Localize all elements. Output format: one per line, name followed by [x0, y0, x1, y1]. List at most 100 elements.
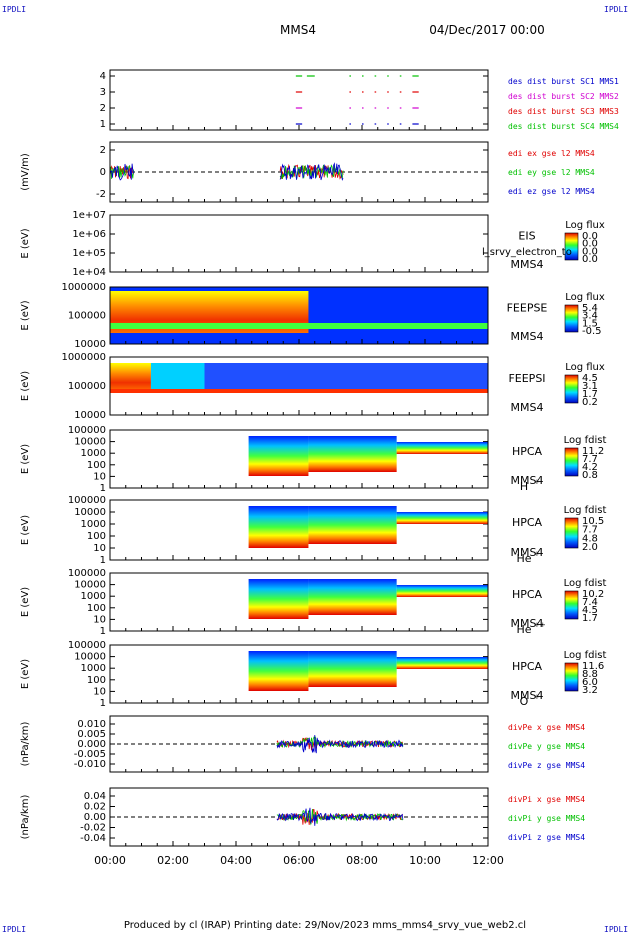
eis-colorbar-tick: 0.0: [582, 231, 598, 242]
divpi-ytick-label: 0.04: [84, 791, 106, 802]
hpca_he2-colorbar: [564, 590, 579, 620]
hpca_h-colorbar-tick: 4.2: [582, 462, 598, 473]
hpca_he-charge: +: [534, 550, 540, 558]
edi-ylabel: (mV/m): [20, 153, 31, 191]
hpca_he2-colorbar-tick: 7.4: [582, 597, 598, 608]
hpca_h-region-3: [396, 442, 488, 454]
hpca_h-ytick-label: 1: [100, 483, 106, 494]
divpi-ylabel: (nPa/km): [20, 795, 31, 840]
edi-ytick-label: 2: [100, 145, 106, 156]
feepsi-ytick-label: 1000000: [61, 352, 106, 363]
burst-legend-entry: des dist burst SC4 MMS4: [508, 122, 619, 131]
burst-legend-entry: des dist burst SC2 MMS2: [508, 92, 619, 101]
hpca_he2-ytick-label: 100000: [68, 568, 106, 579]
eis-colorbar-tick: 0.0: [582, 254, 598, 265]
spacecraft-title: MMS4: [280, 23, 316, 37]
hpca_o-ylabel: E (eV): [20, 659, 31, 689]
divpe-ytick-label: 0.005: [77, 729, 106, 740]
hpca_he-region-2: [308, 506, 397, 544]
eis-ylabel: E (eV): [20, 228, 31, 258]
feepse-ytick-label: 10000: [74, 339, 106, 350]
hpca_he2-colorbar-tick: 10.2: [582, 589, 604, 600]
hpca_o-colorbar: [564, 662, 579, 692]
corner-label-top-right: IPDLI: [604, 5, 628, 14]
divpi-ytick-label: -0.04: [80, 833, 106, 844]
feepse-ytick-label: 1000000: [61, 282, 106, 293]
eis-colorbar: [564, 232, 579, 261]
feepse-colorbar-tick: 3.4: [582, 311, 598, 322]
hpca_he-ytick-label: 10000: [74, 507, 106, 518]
edi-trace: [109, 164, 134, 179]
feepsi-hot: [110, 363, 151, 391]
hpca_he-spacecraft: MMS4: [511, 546, 544, 559]
hpca_he-region-3: [396, 512, 488, 524]
hpca_h-ytick-label: 100000: [68, 425, 106, 436]
time-tick-label: 12:00: [472, 854, 504, 867]
divpi-ytick-label: 0.02: [84, 802, 106, 813]
corner-label-bottom-left: IPDLI: [2, 925, 26, 934]
eis-ytick-label: 1e+05: [72, 248, 106, 259]
eis-colorbar-title: Log flux: [565, 220, 605, 231]
divpe-trace: [276, 734, 404, 754]
divpe-legend-entry: divPe y gse MMS4: [508, 742, 585, 751]
hpca_h-species: H: [520, 480, 528, 493]
feepsi-colorbar-tick: 3.1: [582, 381, 598, 392]
edi-trace: [279, 162, 344, 181]
hpca_he2-ytick-label: 1000: [81, 591, 106, 602]
time-tick-label: 06:00: [283, 854, 315, 867]
burst-frame: [109, 69, 489, 131]
corner-label-top-left: IPDLI: [2, 5, 26, 14]
panel-feepsi: E (eV) 1000000 100000 10000 Log flux4.53.11.…: [20, 352, 605, 421]
eis-frame: [109, 214, 489, 273]
feepse-colorbar-title: Log flux: [565, 292, 605, 303]
feepsi-colorbar: [564, 374, 579, 404]
divpi-legend-entry: divPi z gse MMS4: [508, 833, 585, 842]
hpca_o-ytick-label: 100: [87, 675, 106, 686]
divpe-ytick-label: 0.010: [77, 719, 106, 730]
hpca_o-colorbar-title: Log fdist: [564, 650, 607, 661]
feepse-ylabel: E (eV): [20, 300, 31, 330]
edi-trace: [109, 163, 134, 181]
hpca_he-colorbar-tick: 7.7: [582, 525, 598, 536]
time-tick-label: 08:00: [346, 854, 378, 867]
feepsi-colorbar-tick: 4.5: [582, 373, 598, 384]
feepsi-band: [110, 389, 488, 393]
eis-spacecraft: MMS4: [511, 258, 544, 271]
feepse-colorbar-tick: -0.5: [582, 326, 602, 337]
divpe-legend-entry: divPe z gse MMS4: [508, 761, 585, 770]
hpca_he2-charge: ++: [534, 621, 546, 629]
feepsi-colorbar-tick: 1.7: [582, 389, 598, 400]
eis-colorbar-tick: 0.0: [582, 246, 598, 257]
hpca_he2-ytick-label: 100: [87, 603, 106, 614]
hpca_o-colorbar-tick: 11.6: [582, 661, 604, 672]
hpca_o-spacecraft: MMS4: [511, 689, 544, 702]
feepsi-mid: [150, 363, 205, 391]
hpca_h-colorbar: [564, 447, 579, 477]
divpe-ylabel: (nPa/km): [20, 722, 31, 767]
eis-ytick-label: 1e+06: [72, 229, 106, 240]
hpca_o-colorbar-tick: 8.8: [582, 669, 598, 680]
hpca_o-ytick-label: 10: [93, 686, 106, 697]
time-tick-label: 00:00: [94, 854, 126, 867]
time-tick-label: 02:00: [157, 854, 189, 867]
hpca_o-ytick-label: 1: [100, 698, 106, 709]
panel-feepse: E (eV) 1000000 100000 10000 Log flux5.43.41.…: [20, 282, 605, 350]
edi-legend-entry: edi ex gse l2 MMS4: [508, 149, 595, 158]
hpca_he-ytick-label: 1000: [81, 519, 106, 530]
feepse-colorbar-tick: 1.5: [582, 318, 598, 329]
hpca_h-colorbar-tick: 0.8: [582, 470, 598, 481]
edi-legend-entry: edi ez gse l2 MMS4: [508, 187, 595, 196]
hpca_o-instrument-name: HPCA: [512, 660, 543, 673]
hpca_h-colorbar-tick: 7.7: [582, 454, 598, 465]
feepsi-colorbar-tick: 0.2: [582, 397, 598, 408]
footer-credit: Produced by cl (IRAP) Printing date: 29/…: [124, 920, 526, 931]
edi-ytick-label: -2: [96, 189, 106, 200]
burst-ytick-label: 4: [100, 71, 106, 82]
eis-overlay-label: l_srvy_electron_to: [482, 247, 572, 258]
hpca_he2-ytick-label: 10: [93, 614, 106, 625]
time-tick-label: 04:00: [220, 854, 252, 867]
eis-instrument-name: EIS: [518, 230, 535, 243]
